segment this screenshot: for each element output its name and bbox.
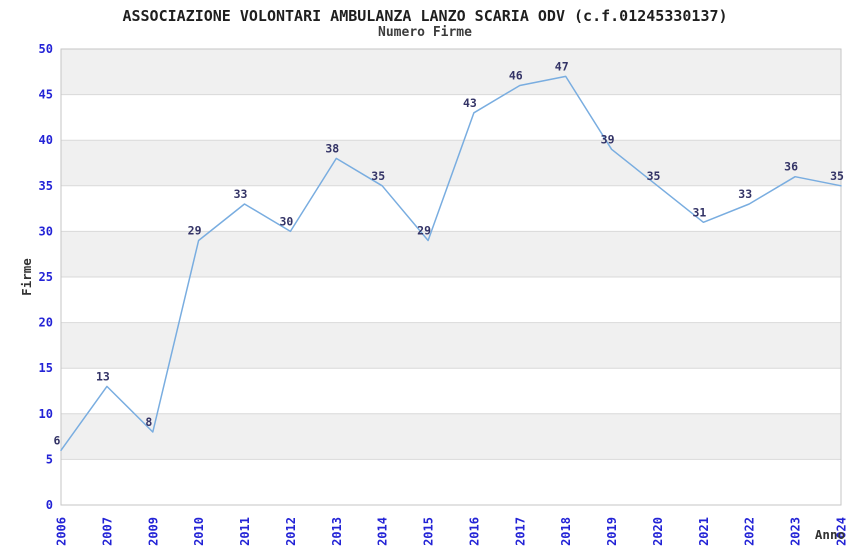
x-tick-2013: 2013 xyxy=(330,517,344,546)
data-label-2024: 35 xyxy=(830,169,844,183)
data-label-2013: 38 xyxy=(325,141,339,155)
x-tick-2023: 2023 xyxy=(789,517,803,546)
x-axis-tick-labels: 2006 2007 2009 2010 2011 2012 2013 2014 2015 2016… xyxy=(55,517,849,546)
y-tick-30: 30 xyxy=(39,224,53,238)
x-tick-2018: 2018 xyxy=(559,517,573,546)
y-tick-15: 15 xyxy=(39,361,53,375)
x-tick-2007: 2007 xyxy=(100,517,114,546)
data-label-2021: 31 xyxy=(692,205,706,219)
data-label-2007: 13 xyxy=(96,369,110,383)
x-tick-2009: 2009 xyxy=(146,517,160,546)
x-tick-2010: 2010 xyxy=(192,517,206,546)
y-axis-tick-labels: 0 5 10 15 20 25 30 35 40 45 50 xyxy=(39,42,53,512)
y-tick-45: 45 xyxy=(39,88,53,102)
data-label-2023: 36 xyxy=(784,160,798,174)
x-tick-2015: 2015 xyxy=(422,517,436,546)
y-tick-0: 0 xyxy=(46,498,53,512)
x-tick-2021: 2021 xyxy=(697,517,711,546)
x-tick-2014: 2014 xyxy=(376,517,390,546)
firme-series-line xyxy=(60,75,842,452)
x-tick-2017: 2017 xyxy=(513,517,527,546)
y-tick-35: 35 xyxy=(39,179,53,193)
data-label-2019: 39 xyxy=(601,132,615,146)
x-axis-title: Anno xyxy=(815,527,845,542)
y-tick-5: 5 xyxy=(46,452,53,466)
data-point-labels: 6 13 8 29 33 30 38 35 29 43 46 47 39 35 31 33 36 35 xyxy=(54,59,844,447)
data-label-2012: 30 xyxy=(279,214,293,228)
y-tick-10: 10 xyxy=(39,407,53,421)
data-label-2009: 8 xyxy=(145,415,152,429)
data-label-2014: 35 xyxy=(371,169,385,183)
x-tick-2022: 2022 xyxy=(743,517,757,546)
x-tick-2016: 2016 xyxy=(467,517,481,546)
chart-title: ASSOCIAZIONE VOLONTARI AMBULANZA LANZO S… xyxy=(122,7,728,25)
data-label-2016: 43 xyxy=(463,96,477,110)
x-tick-2012: 2012 xyxy=(284,517,298,546)
data-label-2020: 35 xyxy=(647,169,661,183)
data-label-2018: 47 xyxy=(555,59,569,73)
x-tick-2020: 2020 xyxy=(651,517,665,546)
x-tick-2019: 2019 xyxy=(605,517,619,546)
data-label-2015: 29 xyxy=(417,224,431,238)
y-tick-25: 25 xyxy=(39,270,53,284)
plot-border xyxy=(60,48,842,506)
data-label-2022: 33 xyxy=(738,187,752,201)
data-label-2011: 33 xyxy=(234,187,248,201)
y-tick-20: 20 xyxy=(39,316,53,330)
y-tick-50: 50 xyxy=(39,42,53,56)
data-label-2017: 46 xyxy=(509,69,523,83)
x-tick-2011: 2011 xyxy=(238,517,252,546)
x-tick-2024: 2024 xyxy=(835,517,849,546)
y-tick-40: 40 xyxy=(39,133,53,147)
data-label-2010: 29 xyxy=(188,224,202,238)
data-label-2006: 6 xyxy=(54,433,61,447)
plot-bands xyxy=(61,49,841,460)
x-tick-2006: 2006 xyxy=(55,517,69,546)
chart-subtitle: Numero Firme xyxy=(378,25,472,40)
y-axis-title: Firme xyxy=(19,258,34,296)
